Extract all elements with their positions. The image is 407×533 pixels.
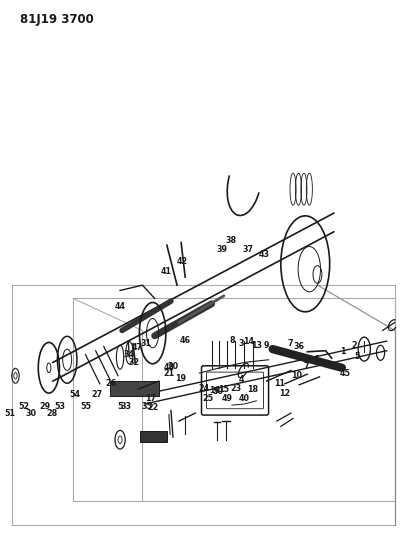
Text: 6: 6 <box>314 356 319 364</box>
Bar <box>140 431 167 442</box>
Text: 18: 18 <box>247 385 258 393</box>
Text: 31: 31 <box>140 340 151 348</box>
Text: 47: 47 <box>132 343 143 352</box>
Text: 7: 7 <box>287 340 293 348</box>
Text: 24: 24 <box>198 384 209 392</box>
Text: 38: 38 <box>225 237 237 245</box>
Text: 51: 51 <box>4 409 16 417</box>
Text: 14: 14 <box>243 337 254 345</box>
Text: 30: 30 <box>26 409 37 417</box>
Text: 32: 32 <box>129 358 140 367</box>
Text: 25: 25 <box>202 394 213 403</box>
Text: 4: 4 <box>238 375 244 384</box>
Text: 49: 49 <box>221 394 233 403</box>
Text: 7: 7 <box>303 362 309 371</box>
Text: 37: 37 <box>243 245 254 254</box>
Text: 81J19 3700: 81J19 3700 <box>20 13 94 26</box>
Text: 53: 53 <box>55 402 66 411</box>
Text: 3: 3 <box>238 340 244 348</box>
Text: 23: 23 <box>230 384 242 392</box>
Text: 36: 36 <box>293 342 305 351</box>
Text: 17: 17 <box>145 394 156 403</box>
Text: 10: 10 <box>291 372 303 380</box>
Text: 45: 45 <box>339 369 351 377</box>
Text: 11: 11 <box>274 379 286 388</box>
Text: 39: 39 <box>216 245 228 254</box>
Text: 40: 40 <box>239 394 250 403</box>
Text: 54: 54 <box>69 390 80 399</box>
Text: 43: 43 <box>259 251 270 259</box>
Text: 35: 35 <box>141 402 152 411</box>
Text: 41: 41 <box>160 268 172 276</box>
Text: 50: 50 <box>212 387 223 396</box>
Text: 46: 46 <box>179 336 191 344</box>
Text: 13: 13 <box>251 341 262 350</box>
Text: 5: 5 <box>117 402 123 410</box>
Text: 26: 26 <box>105 379 116 388</box>
Text: 44: 44 <box>114 302 126 311</box>
Text: 15: 15 <box>218 385 230 393</box>
Text: 42: 42 <box>177 257 188 265</box>
Text: 21: 21 <box>163 369 175 377</box>
Text: 55: 55 <box>80 402 91 411</box>
Text: 52: 52 <box>18 402 29 411</box>
Text: 8: 8 <box>229 336 235 344</box>
Text: 33: 33 <box>120 402 132 411</box>
Text: 9: 9 <box>264 341 269 350</box>
Text: 19: 19 <box>175 374 187 383</box>
Text: 12: 12 <box>279 389 291 398</box>
Text: 34: 34 <box>124 350 135 359</box>
Text: 5: 5 <box>354 352 360 360</box>
Text: 1: 1 <box>340 348 346 356</box>
Text: 48: 48 <box>163 364 175 372</box>
Text: 20: 20 <box>167 362 179 371</box>
Text: 16: 16 <box>209 386 221 395</box>
Bar <box>110 381 159 396</box>
Text: 27: 27 <box>91 390 103 399</box>
Text: 29: 29 <box>39 402 50 411</box>
Text: 2: 2 <box>351 341 357 350</box>
Text: 28: 28 <box>46 409 58 417</box>
Text: 22: 22 <box>147 403 158 412</box>
